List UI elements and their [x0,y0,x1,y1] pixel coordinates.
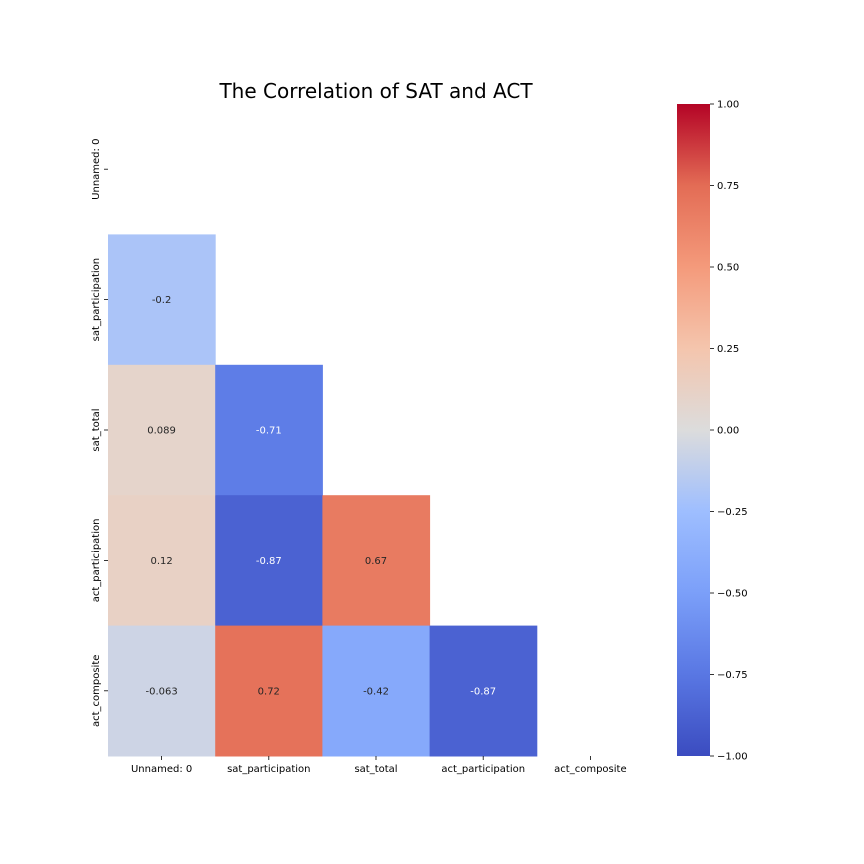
y-tick-label-act-composite: act_composite [91,655,102,727]
x-axis: Unnamed: 0 sat_participation sat_total act_… [131,756,627,775]
heatmap-cell-act-participation-unnamed-0 [108,495,216,627]
y-tick-label-sat-participation: sat_participation [91,258,102,341]
y-tick-label-act-participation: act_participation [91,519,102,603]
x-tick-label-sat-total: sat_total [354,764,397,775]
y-tick-label-sat-total: sat_total [91,408,102,451]
heatmap-cell-act-composite-sat-total [322,625,431,757]
cell-value-label: 0.67 [365,556,387,567]
heatmap-cell-act-composite-unnamed-0 [108,625,216,757]
colorbar-tick-label: 0.50 [717,263,739,274]
cell-value-label: -0.063 [145,686,177,697]
x-tick-label-act-composite: act_composite [554,764,626,775]
cell-value-label: -0.2 [152,295,172,306]
heatmap-cell-act-participation-sat-total [322,495,431,627]
cell-value-label: -0.42 [363,686,389,697]
heatmap-cell-sat-participation-unnamed-0 [108,234,216,366]
y-axis: Unnamed: 0 sat_participation sat_total act_… [91,139,108,727]
colorbar-tick-label: −0.25 [717,507,748,518]
colorbar-gradient [677,104,710,756]
heatmap-cell-sat-total-sat-participation [215,364,323,496]
heatmap-cell-act-composite-sat-participation [215,625,323,757]
cell-value-label: 0.72 [258,686,280,697]
cell-value-label: 0.12 [150,556,172,567]
x-tick-label-act-participation: act_participation [441,764,525,775]
heatmap-cell-act-composite-act-participation [429,625,538,757]
heatmap-cell-act-participation-sat-participation [215,495,323,627]
cell-value-label: -0.87 [256,556,282,567]
heatmap-cells: -0.2 0.089 -0.71 0.12 -0.87 0.67 -0.063 0.72 -0.… [108,234,538,757]
chart-title: The Correlation of SAT and ACT [218,79,533,103]
colorbar-tick-label: 1.00 [717,100,739,111]
cell-value-label: -0.87 [470,686,496,697]
colorbar-tick-label: 0.75 [717,181,739,192]
colorbar-tick-label: −1.00 [717,752,748,763]
colorbar-tick-label: 0.25 [717,344,739,355]
heatmap-cell-sat-total-unnamed-0 [108,364,216,496]
x-tick-label-unnamed-0: Unnamed: 0 [131,764,192,775]
colorbar-tick-label: −0.50 [717,589,748,600]
colorbar-tick-label: −0.75 [717,670,748,681]
colorbar-tick-label: 0.00 [717,426,739,437]
y-tick-label-unnamed-0: Unnamed: 0 [91,139,102,200]
cell-value-label: 0.089 [147,426,176,437]
x-tick-label-sat-participation: sat_participation [227,764,310,775]
cell-value-label: -0.71 [256,426,282,437]
colorbar: −1.00 −0.75 −0.50 −0.25 0.00 0.25 0.50 0.75 1.00 [677,100,748,763]
